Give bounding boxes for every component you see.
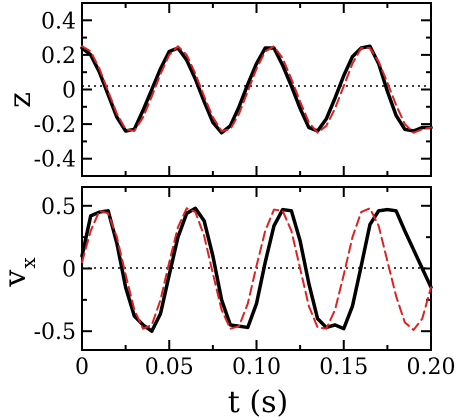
z-panel: 0.4 0.2 0 -0.2 -0.4 z — [3, 2, 433, 177]
vx-axis-title-main: v — [0, 270, 33, 288]
x-tick-label: 0 — [75, 355, 89, 380]
vx-axis-title: vx — [0, 257, 40, 288]
z-axis-title: z — [3, 92, 38, 108]
vx-panel: 0 0.05 0.10 0.15 0.20 0.5 0 -0.5 vx — [0, 186, 456, 380]
z-y-tick-label: -0.2 — [34, 113, 76, 138]
z-series — [80, 44, 433, 135]
x-tick-label: 0.10 — [232, 355, 281, 380]
vx-y-tick-label: 0.5 — [41, 195, 76, 220]
vx-axis-title-subscript: x — [16, 257, 40, 269]
vx-ticks: 0 0.05 0.10 0.15 0.20 0.5 0 -0.5 — [34, 187, 456, 380]
z-y-tick-label: 0.2 — [41, 44, 76, 69]
z-ticks: 0.4 0.2 0 -0.2 -0.4 — [34, 3, 432, 176]
vx-y-tick-label: 0 — [62, 258, 76, 283]
x-tick-label: 0.15 — [319, 355, 368, 380]
z-dashed-series-line — [81, 45, 432, 134]
z-y-tick-label: 0.4 — [41, 9, 76, 34]
z-y-tick-label: -0.4 — [34, 148, 76, 173]
vx-y-tick-label: -0.5 — [34, 320, 76, 345]
vx-dashed-series-line — [81, 207, 432, 331]
z-y-tick-label: 0 — [62, 79, 76, 104]
x-tick-label: 0.20 — [407, 355, 456, 380]
vx-series — [80, 206, 433, 333]
z-plot-frame — [81, 2, 432, 177]
z-solid-series-line — [80, 44, 433, 135]
x-tick-label: 0.05 — [145, 355, 194, 380]
x-axis-title: t (s) — [228, 385, 288, 420]
